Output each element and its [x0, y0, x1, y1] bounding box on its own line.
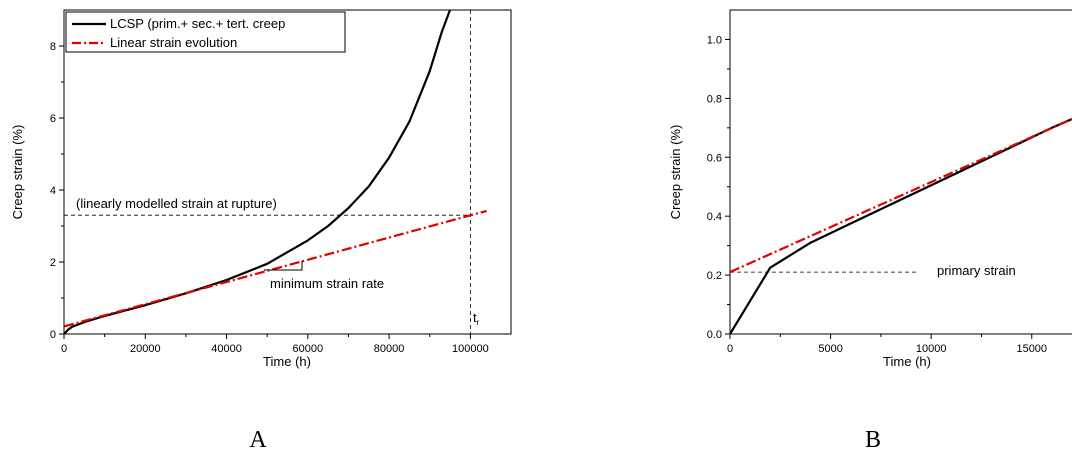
chart-a-y-axis-label: Creep strain (%): [10, 125, 25, 220]
panel-label-b: B: [865, 427, 881, 453]
chart-a-annotation-tr-sub: r: [477, 318, 480, 327]
chart-a-y-tick-label: 2: [50, 257, 56, 269]
chart-b-y-tick-label: 1.0: [707, 34, 722, 46]
chart-b-x-axis-label: Time (h): [883, 354, 931, 369]
chart-a-x-tick-label: 40000: [211, 343, 242, 355]
chart-a-legend-label-linear: Linear strain evolution: [110, 35, 237, 50]
chart-b-x-tick-label: 5000: [818, 343, 842, 355]
chart-b-plot-frame: [729, 9, 1072, 335]
chart-b-y-tick-label: 0.2: [707, 270, 722, 282]
chart-a-x-tick-label: 60000: [293, 343, 324, 355]
chart-b-annotation-primary-strain: primary strain: [937, 263, 1016, 278]
chart-a-x-axis-label: Time (h): [263, 354, 311, 369]
chart-b-series-red-linear: [730, 117, 1072, 274]
chart-b: 0 5000 10000 15000 0.0 0.2 0.4 0.6 0.8 1.0 Time (…: [668, 9, 1072, 369]
chart-b-x-tick-label: 10000: [916, 343, 947, 355]
chart-a-y-tick-label: 4: [50, 185, 56, 197]
chart-b-x-tick-label: 0: [727, 343, 733, 355]
chart-a-legend-label-lcsp: LCSP (prim.+ sec.+ tert. creep: [110, 16, 285, 31]
chart-b-y-tick-label: 0.6: [707, 152, 722, 164]
chart-a-series-black-curve: [64, 10, 452, 334]
chart-b-x-tick-label: 15000: [1016, 343, 1047, 355]
chart-b-y-tick-label: 0.0: [707, 329, 722, 341]
chart-a-y-tick-label: 8: [50, 41, 56, 53]
chart-a-annotation-tr-main: t: [473, 310, 477, 325]
panel-label-a: A: [249, 427, 267, 453]
chart-a-y-tick-label: 0: [50, 329, 56, 341]
chart-a-x-tick-label: 0: [61, 343, 67, 355]
chart-b-y-tick-label: 0.4: [707, 211, 722, 223]
chart-a-y-tick-label: 6: [50, 113, 56, 125]
chart-a-annotation-rupture: (linearly modelled strain at rupture): [76, 196, 277, 211]
chart-b-y-axis-label: Creep strain (%): [668, 125, 683, 220]
chart-a-legend: LCSP (prim.+ sec.+ tert. creep Linear st…: [65, 11, 346, 53]
chart-a-annotation-tr: tr: [473, 310, 480, 327]
chart-a-annotation-min-rate: minimum strain rate: [270, 276, 384, 291]
chart-a: 0 20000 40000 60000 80000 100000 0 2 4 6 8 Time (h…: [10, 9, 512, 369]
chart-a-legend-box: [65, 11, 346, 53]
chart-a-rate-bracket: [264, 261, 303, 271]
chart-a-x-tick-label: 100000: [452, 343, 489, 355]
chart-b-series-black-curve: [730, 117, 1072, 334]
chart-a-series-red-linear: [64, 209, 487, 328]
chart-a-x-tick-label: 80000: [374, 343, 405, 355]
chart-b-y-tick-label: 0.8: [707, 93, 722, 105]
chart-a-plot-frame: [63, 9, 512, 335]
chart-a-x-tick-label: 20000: [130, 343, 161, 355]
